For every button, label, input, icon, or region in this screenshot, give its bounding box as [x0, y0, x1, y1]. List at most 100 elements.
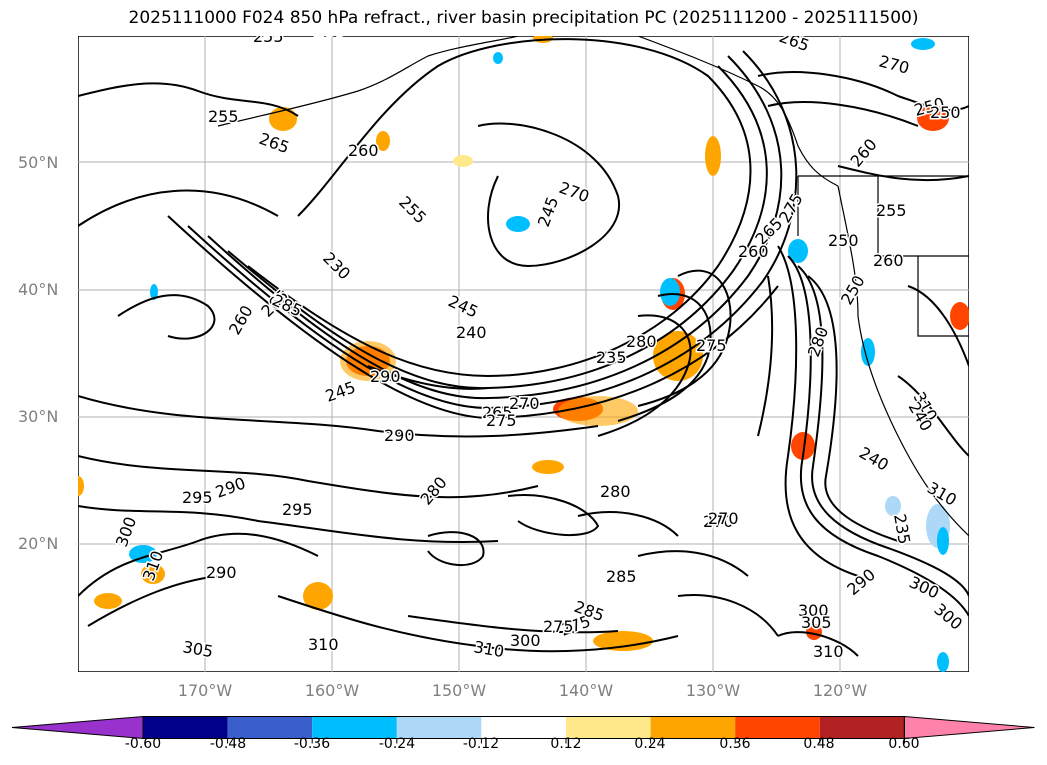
precip-blob — [885, 496, 901, 516]
contour-label: 310 — [308, 635, 339, 654]
contour-label: 255 — [876, 201, 907, 220]
contour-label: 265 — [777, 36, 812, 55]
colorbar-tick-label: 0.48 — [803, 736, 835, 752]
contour-label: 255 — [395, 192, 430, 227]
precip-blob — [269, 107, 297, 131]
contour-label: 265 — [482, 403, 513, 422]
map-title: 2025111000 F024 850 hPa refract., river … — [128, 8, 919, 28]
contour-label: 290 — [843, 565, 879, 599]
colorbar-tick-label: -0.12 — [462, 736, 500, 752]
contour-label: 280 — [626, 332, 657, 351]
contour-label: 265 — [257, 129, 292, 157]
contour-label: 245 — [445, 291, 481, 321]
contour-label: 310 — [472, 637, 505, 661]
contour-label: 300 — [906, 572, 942, 602]
contour-labels-layer: 2552602652702552502602652702752602652552… — [110, 36, 967, 663]
contour-label: 305 — [181, 637, 214, 661]
colorbar-segment — [650, 716, 736, 739]
contour-label: 290 — [213, 473, 248, 501]
contour-label: 235 — [596, 348, 627, 367]
colorbar-tick-label: -0.36 — [293, 736, 331, 752]
precip-blob — [376, 131, 390, 151]
lon-label-170w: 170°W — [177, 681, 233, 700]
contour-label: 300 — [510, 631, 541, 650]
contour-label: 235 — [890, 512, 914, 545]
precip-blob — [303, 582, 333, 610]
contour-lines — [78, 38, 969, 657]
lon-label-120w: 120°W — [812, 681, 868, 700]
lon-label-160w: 160°W — [304, 681, 360, 700]
contour-label: 260 — [873, 251, 904, 270]
precip-blob — [937, 527, 949, 555]
precip-blob — [806, 624, 822, 640]
contour-label: 250 — [828, 231, 859, 250]
precip-blob — [950, 302, 969, 330]
contour-label: 300 — [112, 514, 140, 549]
contour-label: 245 — [534, 194, 562, 229]
contour-label: 285 — [606, 567, 637, 586]
precip-blob — [78, 476, 84, 496]
precip-blob — [150, 284, 158, 300]
contour-label: 230 — [319, 248, 354, 283]
colorbar-tick-label: 0.12 — [550, 736, 582, 752]
contour-label: 245 — [323, 377, 358, 405]
precip-blob — [129, 545, 157, 563]
lon-label-140w: 140°W — [558, 681, 614, 700]
contour-label: 280 — [804, 324, 832, 359]
colorbar-tick-label: 0.24 — [634, 736, 666, 752]
coastlines — [217, 36, 969, 537]
contour-label: 260 — [225, 302, 257, 338]
precip-blob — [493, 52, 503, 64]
contour-label: 305 — [801, 613, 832, 632]
lat-label-50n: 50°N — [18, 153, 59, 172]
contour-label: 295 — [182, 488, 213, 507]
contour-label: 260 — [348, 141, 379, 160]
precip-blob — [94, 593, 122, 609]
colorbar-outline — [142, 716, 905, 739]
contour-label: 260 — [847, 135, 881, 171]
precip-blob — [593, 631, 653, 651]
precip-blob — [453, 155, 473, 167]
contour-label: 250 — [930, 103, 961, 122]
colorbar-tick-label: -0.48 — [209, 736, 247, 752]
precip-blob — [861, 338, 875, 366]
map-plot-area — [78, 36, 969, 672]
contour-label: 275 — [696, 336, 727, 355]
contour-label: 310 — [139, 548, 167, 583]
lon-label-130w: 130°W — [685, 681, 741, 700]
contour-label: 275 — [543, 617, 574, 636]
contour-label: 290 — [206, 563, 237, 582]
contour-label: 270 — [703, 512, 734, 531]
lat-label-30n: 30°N — [18, 407, 59, 426]
contour-label: 300 — [930, 600, 966, 634]
precip-blob — [660, 278, 680, 306]
contour-label: 270 — [708, 509, 739, 528]
contour-label: 290 — [370, 367, 401, 386]
colorbar-tick-label: 0.36 — [719, 736, 751, 752]
contour-label: 255 — [208, 107, 239, 126]
contour-label: 290 — [384, 426, 415, 445]
contour-label: 280 — [600, 482, 631, 501]
contour-label: 250 — [912, 94, 946, 120]
colorbar-segment — [481, 716, 566, 739]
contour-label: 270 — [877, 52, 911, 78]
contour-label: 270 — [557, 178, 592, 206]
precip-blob — [791, 432, 815, 460]
contour-label: 260 — [738, 242, 769, 261]
colorbar-segment — [396, 716, 482, 739]
contour-label: 240 — [456, 323, 487, 342]
colorbar-tick-label: -0.60 — [124, 736, 162, 752]
precip-blob — [532, 460, 564, 474]
contour-label: 310 — [924, 478, 960, 510]
contour-label: 250 — [837, 272, 869, 308]
precip-blob — [788, 239, 808, 263]
contour-label: 240 — [856, 443, 892, 475]
precip-blob — [917, 105, 949, 131]
contour-label: 295 — [282, 500, 313, 519]
precip-blob — [141, 564, 165, 584]
contour-label: 270 — [509, 394, 540, 413]
colorbar-segment — [735, 716, 820, 739]
lon-label-150w: 150°W — [431, 681, 487, 700]
contour-label: 280 — [417, 473, 451, 509]
colorbar-segment — [566, 716, 651, 739]
